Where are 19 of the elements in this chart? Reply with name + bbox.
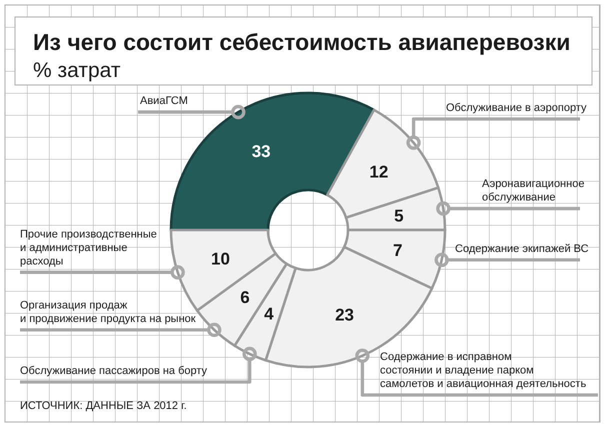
slice-label: Обслуживание пассажиров на борту [20, 365, 208, 377]
chart-subtitle: % затрат [33, 59, 121, 82]
chart-title: Из чего состоит себестоимость авиаперевозки [33, 29, 570, 55]
slice-label: Содержание экипажей ВС [455, 242, 589, 255]
slice-label: Обслуживание в аэропорту [446, 102, 587, 114]
text: ИСТОЧНИК: ДАННЫЕ ЗА 2012 г. [20, 400, 187, 412]
data-label: 6 [240, 288, 250, 308]
slice-label: Организация продаж и продвижение продукта на рынок [20, 299, 196, 325]
data-label: 33 [252, 142, 271, 161]
data-label: 10 [211, 250, 230, 269]
data-label: 5 [394, 206, 404, 226]
slice-label: АвиаГСМ [140, 95, 188, 108]
data-label: 23 [335, 306, 354, 325]
data-label: 12 [369, 162, 388, 182]
data-label: 4 [264, 304, 274, 324]
legend-label: Содержание в исправном состоянии и владение парком самолетов и авиационная деятельность [380, 351, 586, 390]
data-label: 7 [393, 241, 403, 260]
slice-label: Аэронавигационное обслуживание [482, 178, 584, 204]
slice-label: Прочие производственные и административные расходы [20, 228, 157, 268]
